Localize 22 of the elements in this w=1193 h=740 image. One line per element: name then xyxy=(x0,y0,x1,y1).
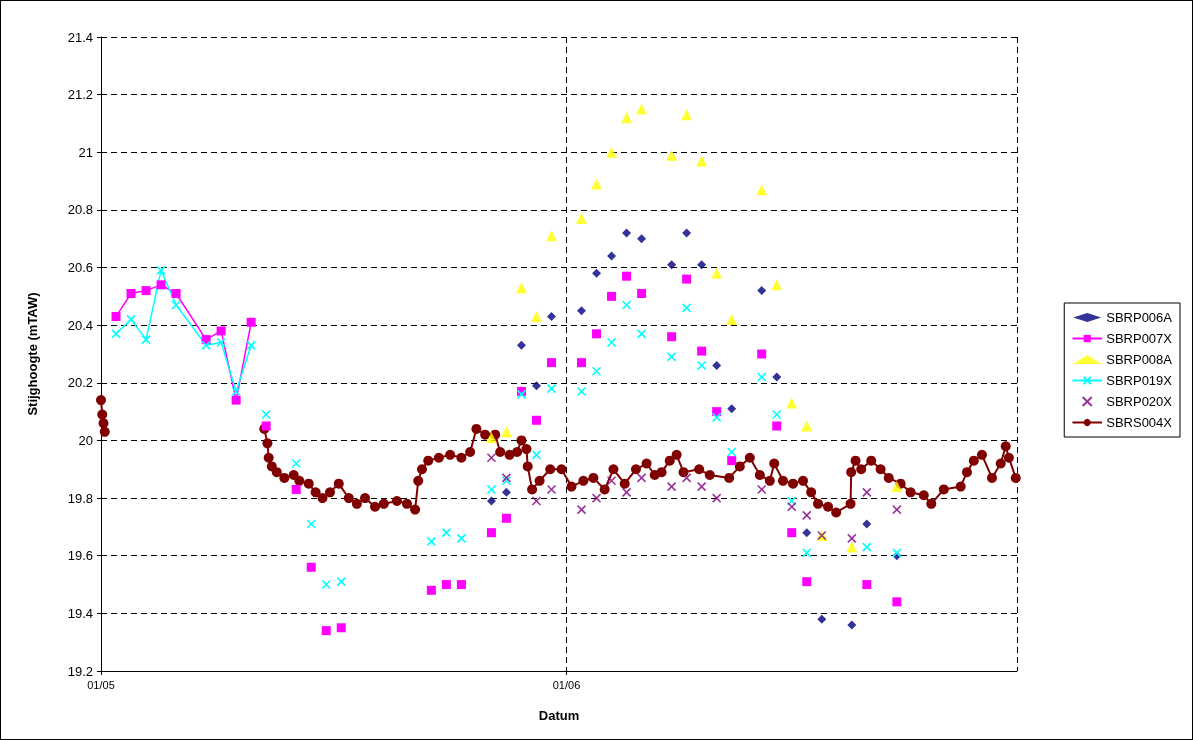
y-tick-label: 20 xyxy=(78,432,93,448)
legend-label: SBRP019X xyxy=(1106,373,1173,388)
y-tick-label: 20.6 xyxy=(67,260,93,276)
y-tick-label: 20.4 xyxy=(67,317,93,333)
legend-label: SBRP007X xyxy=(1106,331,1173,346)
legend-label: SBRP008A xyxy=(1106,352,1173,367)
y-tick-label: 21.4 xyxy=(67,29,93,45)
y-axis-title: Stijghoogte (mTAW) xyxy=(25,292,40,416)
x-tick-label: 01/05 xyxy=(87,678,115,691)
y-tick-label: 20.8 xyxy=(67,202,93,218)
y-tick-label: 19.8 xyxy=(67,490,93,506)
legend-label: SBRS004X xyxy=(1106,415,1173,430)
legend-label: SBRP020X xyxy=(1106,394,1173,409)
y-tick-label: 21 xyxy=(78,144,93,160)
y-tick-label: 20.2 xyxy=(67,375,93,391)
y-tick-label: 21.2 xyxy=(67,87,93,103)
y-tick-label: 19.4 xyxy=(67,605,93,621)
y-tick-label: 19.6 xyxy=(67,548,93,564)
x-axis-title: Datum xyxy=(538,708,580,723)
legend-label: SBRP006A xyxy=(1106,310,1173,325)
y-tick-label: 19.2 xyxy=(67,663,93,679)
x-tick-label: 01/06 xyxy=(552,678,581,691)
